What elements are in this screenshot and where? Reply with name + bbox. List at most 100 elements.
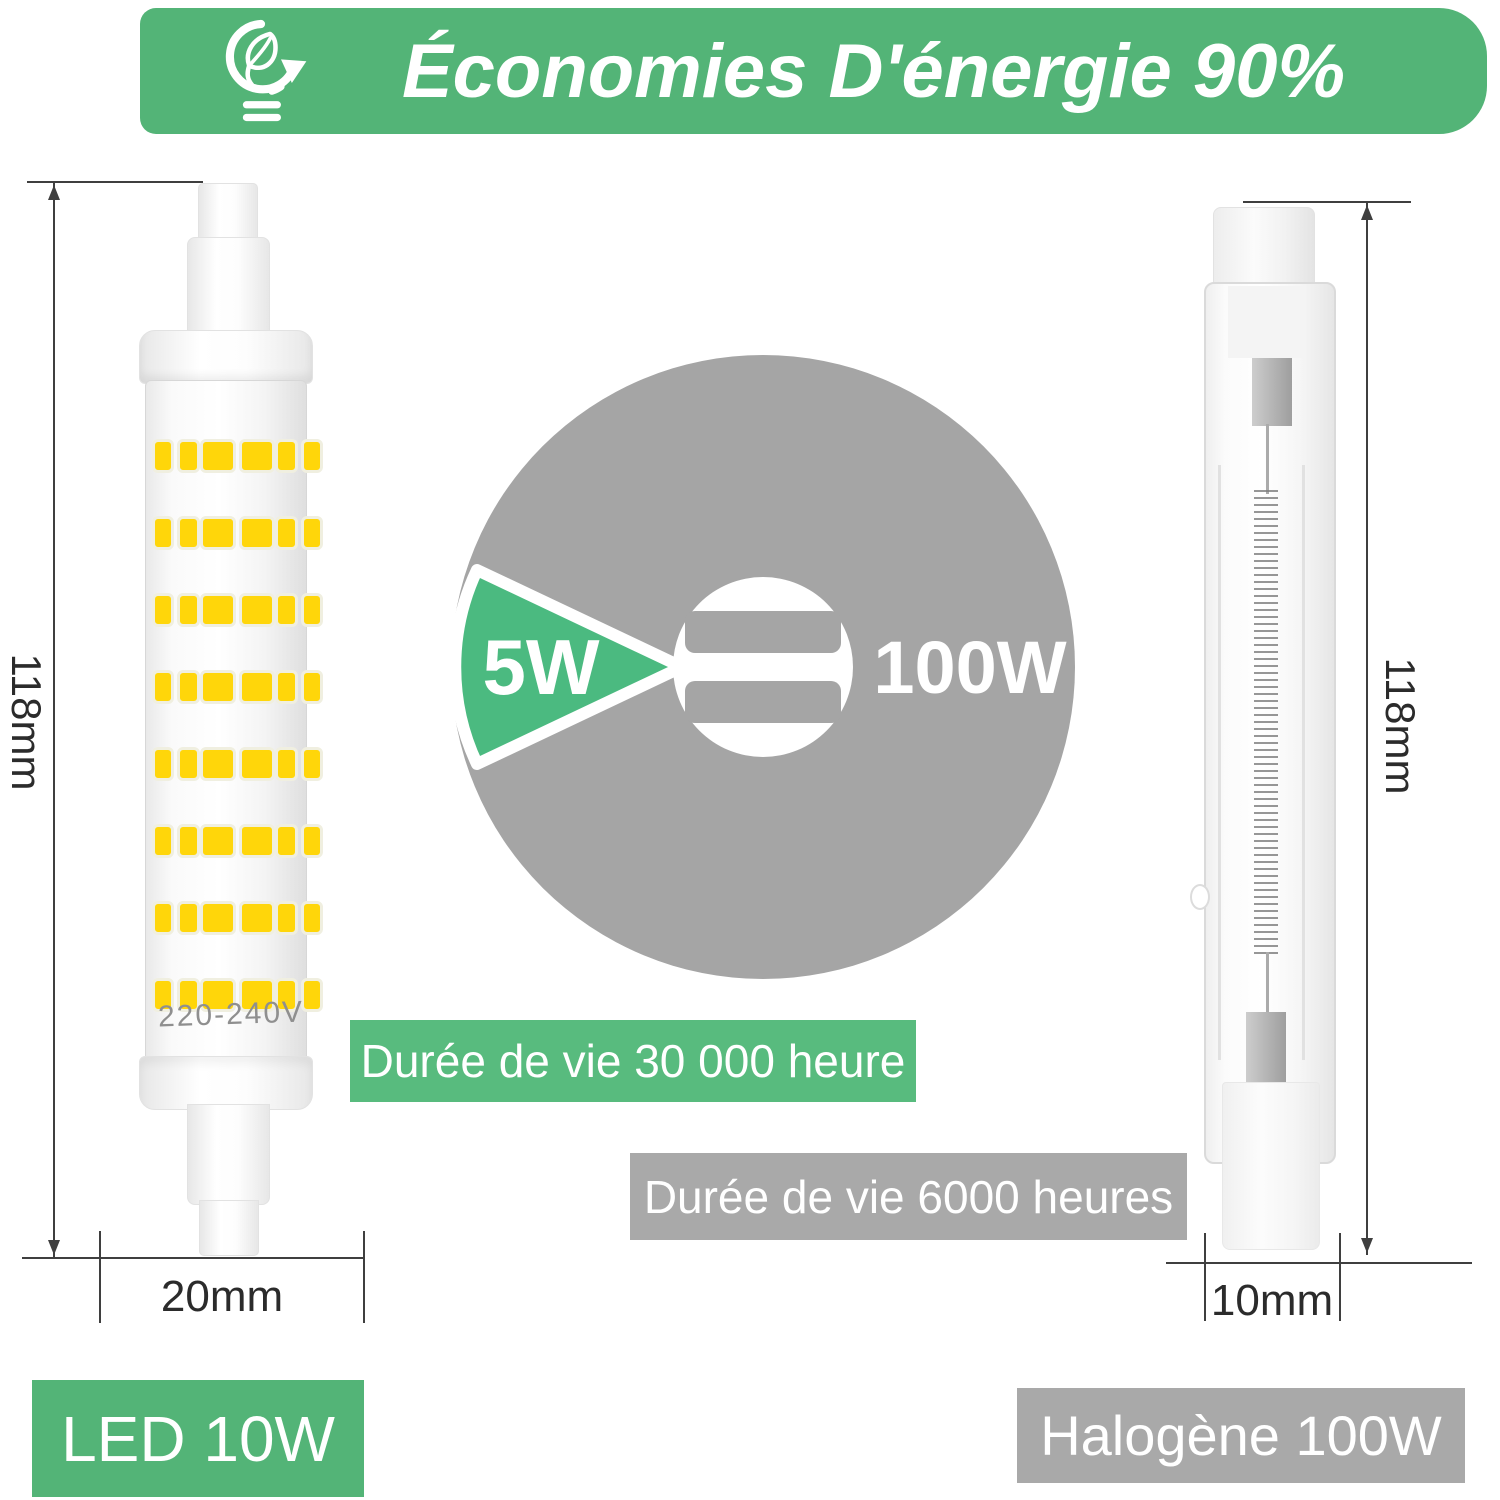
led-chip-row	[150, 977, 323, 1013]
led-chip	[301, 747, 323, 781]
led-chip	[200, 439, 236, 473]
pie-green-wedge	[449, 564, 688, 770]
led-chip	[200, 901, 236, 935]
led-chip	[275, 901, 298, 935]
led-chip-row	[150, 669, 323, 705]
led-chip	[275, 824, 298, 858]
led-chip	[177, 439, 200, 473]
led-chip-row	[150, 592, 323, 628]
halogen-top-tick-line	[1243, 201, 1411, 203]
led-chip	[200, 516, 236, 550]
led-chip	[200, 670, 236, 704]
led-chip	[200, 747, 236, 781]
led-chip	[177, 516, 200, 550]
led-chip-row	[150, 438, 323, 474]
halogen-width-line	[1166, 1262, 1472, 1264]
page-title: Économies D'énergie 90%	[401, 28, 1346, 114]
led-chip-group	[200, 824, 275, 858]
led-chip-row	[150, 823, 323, 859]
halogen-lifespan-label: Durée de vie 6000 heures	[643, 1170, 1174, 1223]
halogen-name-label: Halogène 100W	[1040, 1404, 1442, 1467]
halogen-name-box: Halogène 100W	[1017, 1388, 1465, 1483]
led-chip-group	[200, 747, 275, 781]
led-chip-row	[150, 515, 323, 551]
led-wattage-value: 5W	[483, 623, 600, 711]
led-chip-group	[152, 593, 200, 627]
led-chip	[152, 670, 174, 704]
led-chip	[275, 978, 298, 1012]
led-voltage-print: 220-240V	[157, 995, 305, 1034]
led-chip	[301, 978, 323, 1012]
led-chip	[275, 747, 298, 781]
led-chip	[152, 516, 174, 550]
led-chip-row	[150, 746, 323, 782]
led-chip	[239, 670, 275, 704]
led-chip-group	[200, 439, 275, 473]
led-chip	[239, 901, 275, 935]
led-chip-group	[275, 747, 323, 781]
led-glass-tube	[145, 380, 323, 1062]
led-chip	[152, 978, 174, 1012]
led-chip	[177, 824, 200, 858]
led-chip	[275, 516, 298, 550]
led-chip	[177, 670, 200, 704]
led-bottom-cap	[139, 1056, 313, 1110]
led-chip-group	[152, 824, 200, 858]
led-lifespan-label: Durée de vie 30 000 heure	[360, 1035, 906, 1087]
halogen-width-tick-right	[1339, 1233, 1341, 1321]
led-width-tick-left	[99, 1231, 101, 1323]
halogen-inner-wall-left	[1218, 465, 1221, 1060]
led-height-arrow-down	[48, 1240, 60, 1255]
led-chip	[275, 670, 298, 704]
led-chip-row	[150, 900, 323, 936]
halogen-top-contact	[1252, 358, 1292, 426]
led-height-label: 118mm	[3, 653, 50, 791]
halogen-bottom-ceramic	[1222, 1082, 1320, 1250]
led-chip	[239, 824, 275, 858]
halogen-bottom-contact	[1246, 1012, 1286, 1084]
led-top-pin	[198, 183, 258, 242]
led-chip	[177, 593, 200, 627]
led-width-label: 20mm	[160, 1272, 284, 1321]
led-bottom-neck	[187, 1104, 270, 1205]
halogen-height-arrow-down	[1361, 1238, 1373, 1253]
led-chip	[239, 978, 275, 1012]
led-chip-group	[275, 593, 323, 627]
halogen-inner-ceramic	[1228, 286, 1304, 358]
led-top-neck	[187, 237, 270, 335]
led-chip	[275, 593, 298, 627]
led-chip	[152, 439, 174, 473]
equals-icon	[685, 611, 841, 723]
pie-center-circle	[673, 577, 853, 757]
led-chip	[301, 593, 323, 627]
led-chip-group	[152, 747, 200, 781]
led-height-line	[53, 183, 55, 1257]
led-chip	[200, 978, 236, 1012]
wattage-comparison-pie: 5W 100W	[449, 355, 1075, 979]
led-chip	[301, 516, 323, 550]
led-chip	[200, 593, 236, 627]
led-bottom-pin	[199, 1200, 259, 1256]
led-chip	[239, 747, 275, 781]
led-chip	[301, 901, 323, 935]
led-chip-group	[152, 670, 200, 704]
led-chip-group	[152, 978, 200, 1012]
halogen-height-label: 118mm	[1377, 657, 1424, 795]
led-chip-group	[275, 670, 323, 704]
led-chip	[177, 901, 200, 935]
led-name-label: LED 10W	[61, 1402, 335, 1475]
led-chip	[152, 747, 174, 781]
halogen-width-tick-left	[1204, 1233, 1206, 1321]
led-chip	[301, 670, 323, 704]
energy-saving-banner: Économies D'énergie 90%	[140, 8, 1487, 134]
led-chip	[301, 439, 323, 473]
halogen-width-label: 10mm	[1210, 1276, 1334, 1325]
halogen-lifespan-banner: Durée de vie 6000 heures	[630, 1153, 1187, 1240]
led-chip-group	[275, 439, 323, 473]
led-chip	[152, 593, 174, 627]
led-chip-group	[200, 978, 275, 1012]
led-chip-group	[200, 901, 275, 935]
halogen-height-line	[1366, 203, 1368, 1255]
led-chip-group	[200, 670, 275, 704]
led-width-line	[22, 1257, 364, 1259]
